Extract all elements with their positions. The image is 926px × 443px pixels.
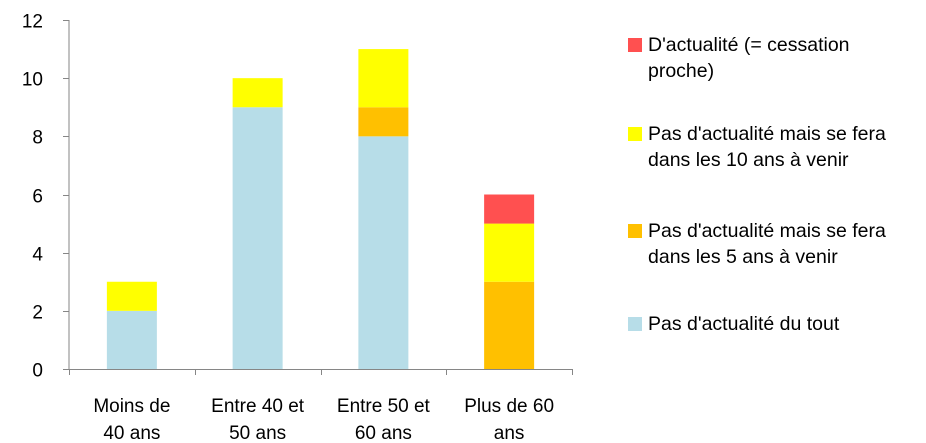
legend-swatch-cessation-proche xyxy=(628,38,642,52)
bar-segment-d-actualite-cessation-proche xyxy=(484,194,535,224)
legend-label-cessation-proche: D'actualité (= cessation proche) xyxy=(648,34,850,82)
x-axis: Moins de 40 ans Entre 40 et 50 ans Entre 50 … xyxy=(69,369,573,443)
legend-label-10-ans: Pas d'actualité mais se fera dans les 10… xyxy=(648,123,886,171)
x-tick-label: Moins de 40 ans xyxy=(93,396,170,443)
bar-segment-pas-d-actualite-mais-se-fera-dans-les-10-ans-a-venir xyxy=(484,223,535,282)
bar-segment-pas-d-actualite-mais-se-fera-dans-les-10-ans-a-venir xyxy=(232,78,283,108)
legend-item-cessation-proche: D'actualité (= cessation proche) xyxy=(628,32,918,84)
legend-label-5-ans: Pas d'actualité mais se fera dans les 5 … xyxy=(648,220,886,268)
y-tick-label: 10 xyxy=(22,70,43,91)
legend-swatch-10-ans xyxy=(628,127,642,141)
y-tick-label: 8 xyxy=(32,128,43,149)
bar-segment-pas-d-actualite-mais-se-fera-dans-les-10-ans-a-venir xyxy=(106,281,157,311)
legend-item-10-ans: Pas d'actualité mais se fera dans les 10… xyxy=(628,121,918,173)
legend-label-pas-du-tout: Pas d'actualité du tout xyxy=(648,313,840,335)
legend-swatch-5-ans xyxy=(628,224,642,238)
x-tick-label: Entre 40 et 50 ans xyxy=(211,396,305,443)
legend-item-5-ans: Pas d'actualité mais se fera dans les 5 … xyxy=(628,218,918,270)
y-tick-label: 12 xyxy=(22,12,43,33)
bars xyxy=(106,49,535,369)
bar-segment-pas-d-actualite-du-tout xyxy=(106,310,157,369)
bar-segment-pas-d-actualite-mais-se-fera-dans-les-10-ans-a-venir xyxy=(358,49,409,108)
y-tick-label: 0 xyxy=(32,361,43,382)
y-tick-label: 4 xyxy=(32,245,43,266)
legend-swatch-pas-du-tout xyxy=(628,317,642,331)
y-tick-label: 6 xyxy=(32,187,43,208)
bar-segment-pas-d-actualite-du-tout xyxy=(358,136,409,369)
bar-segment-pas-d-actualite-mais-se-fera-dans-les-5-ans-a-venir xyxy=(484,281,535,369)
y-axis: 0 2 4 6 8 10 12 xyxy=(22,12,70,382)
bar-segment-pas-d-actualite-du-tout xyxy=(232,107,283,369)
legend-item-pas-du-tout: Pas d'actualité du tout xyxy=(628,311,918,337)
y-tick-label: 2 xyxy=(32,303,43,324)
x-tick-label: Entre 50 et 60 ans xyxy=(337,396,431,443)
x-tick-label: Plus de 60 ans xyxy=(464,396,554,443)
stacked-bar-chart: 0 2 4 6 8 10 12 Moins de 40 ans Entre 40 et 50 an… xyxy=(22,12,573,443)
bar-segment-pas-d-actualite-mais-se-fera-dans-les-5-ans-a-venir xyxy=(358,107,409,137)
